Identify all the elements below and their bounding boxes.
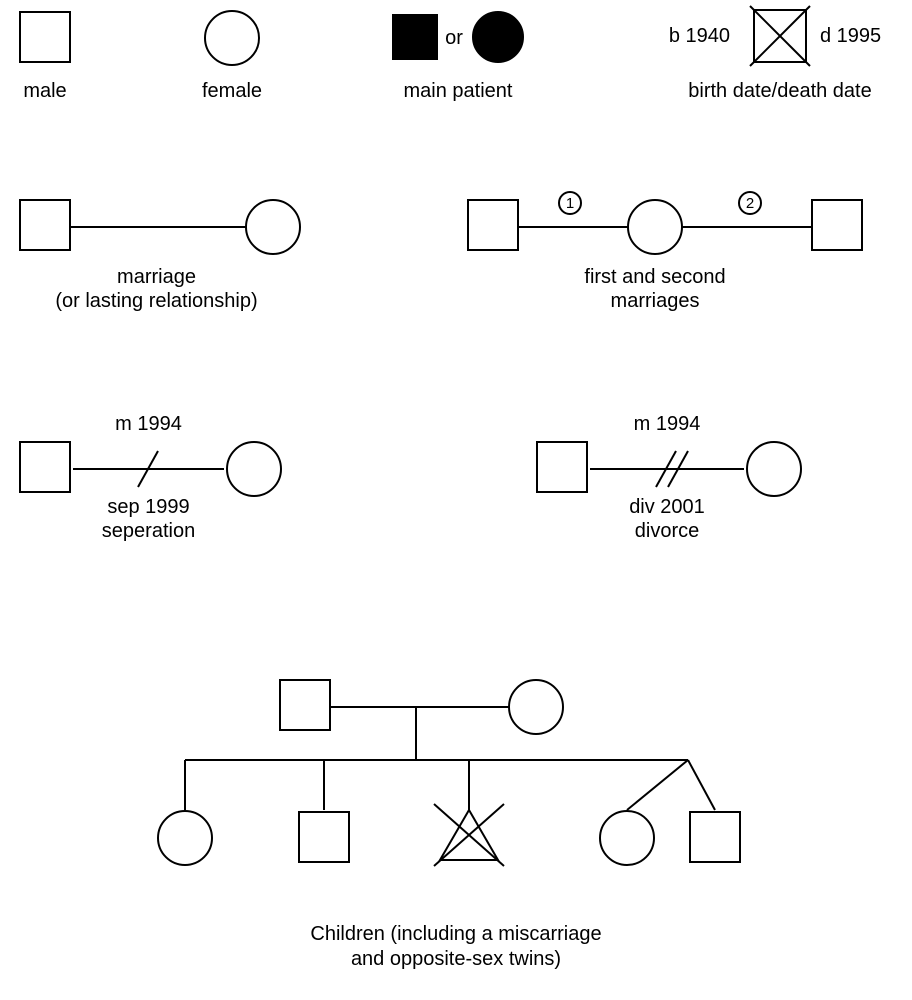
badge-2-text: 2 [746,195,754,212]
sep-female [227,442,281,496]
fs-label-2: marriages [611,290,700,312]
sep-m-label: m 1994 [115,413,182,435]
child-2-square [299,812,349,862]
fs-male-2 [812,200,862,250]
main-patient-circle [473,12,523,62]
children-label-1: Children (including a miscarriage [310,923,601,945]
male-label: male [23,80,66,102]
female-symbol [205,11,259,65]
main-patient-square [393,15,437,59]
div-word-label: divorce [635,520,699,542]
sep-male [20,442,70,492]
fs-female [628,200,682,254]
badge-1-text: 1 [566,195,574,212]
div-female [747,442,801,496]
marriage-male [20,200,70,250]
male-symbol [20,12,70,62]
marriage-label-2: (or lasting relationship) [55,290,257,312]
twin-line-right [688,760,715,810]
or-label: or [445,27,463,49]
div-date-label: div 2001 [629,496,705,518]
div-m-label: m 1994 [634,413,701,435]
parent-male [280,680,330,730]
parent-female [509,680,563,734]
twin-line-left [627,760,688,810]
marriage-female [246,200,300,254]
fs-label-1: first and second [584,266,725,288]
female-label: female [202,80,262,102]
fs-male-1 [468,200,518,250]
main-patient-label: main patient [404,80,513,102]
twin-square [690,812,740,862]
child-1-circle [158,811,212,865]
birth-label: b 1940 [669,25,730,47]
sep-word-label: seperation [102,520,195,542]
birth-death-label: birth date/death date [688,80,871,102]
div-male [537,442,587,492]
death-label: d 1995 [820,25,881,47]
twin-circle [600,811,654,865]
marriage-label-1: marriage [117,266,196,288]
children-label-2: and opposite-sex twins) [351,948,561,970]
sep-date-label: sep 1999 [107,496,189,518]
